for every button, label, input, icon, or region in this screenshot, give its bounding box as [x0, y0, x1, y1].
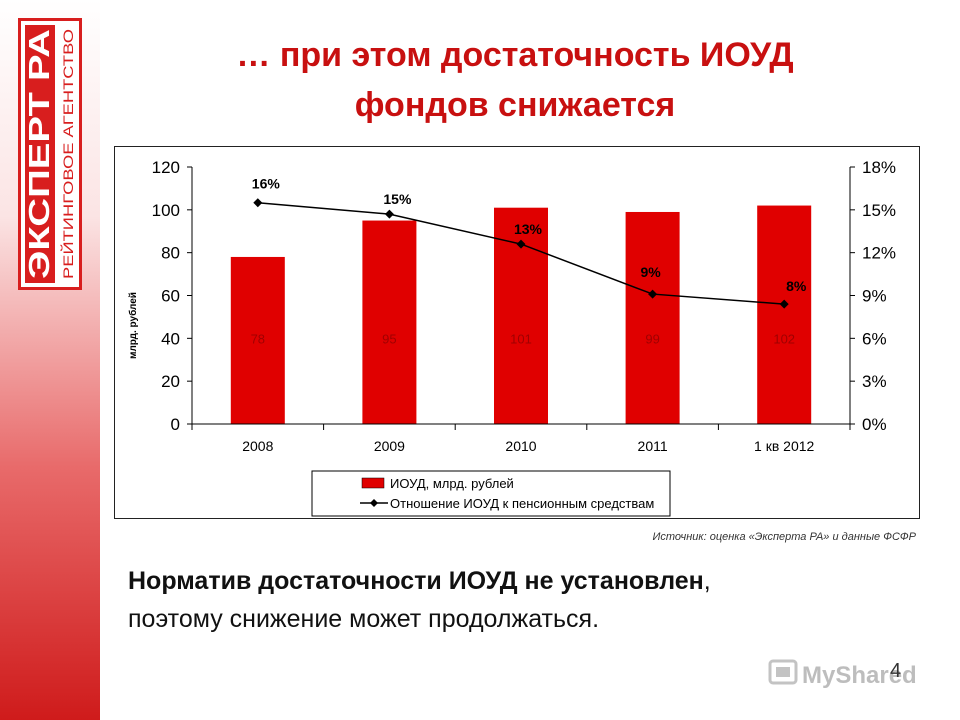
bar-4: [757, 205, 812, 424]
ratio-label-3: 9%: [640, 264, 661, 280]
bar-value-label-0: 78: [251, 331, 265, 346]
ratio-point-4: [779, 299, 789, 309]
y-tick-label-6: 120: [152, 158, 180, 177]
bar-value-label-2: 101: [510, 331, 532, 346]
bar-0: [230, 256, 285, 424]
y2-tick-label-5: 15%: [862, 201, 896, 220]
y-tick-label-1: 20: [161, 372, 180, 391]
expert-ra-logo: ЭКСПЕРТ РА РЕЙТИНГОВОЕ АГЕНТСТВО: [18, 18, 82, 290]
conclusion-bold: Норматив достаточности ИОУД не установле…: [128, 567, 704, 595]
ratio-point-3: [648, 289, 658, 299]
ratio-label-2: 13%: [514, 221, 543, 237]
conclusion-rest: поэтому снижение может продолжаться.: [128, 605, 600, 633]
legend-bar-swatch: [361, 477, 385, 489]
logo-sub-text: РЕЙТИНГОВОЕ АГЕНТСТВО: [59, 29, 76, 279]
logo-graphic: ЭКСПЕРТ РА РЕЙТИНГОВОЕ АГЕНТСТВО: [24, 25, 76, 283]
ratio-label-0: 16%: [252, 176, 281, 192]
bar-value-label-1: 95: [382, 331, 396, 346]
watermark-icon: [768, 659, 798, 685]
ratio-point-2: [516, 239, 526, 249]
page-number: 4: [890, 660, 902, 682]
title-line-2: фондов снижается: [354, 86, 676, 124]
legend-line-marker: [370, 499, 378, 507]
source-note: Источник: оценка «Эксперта РА» и данные …: [652, 531, 916, 543]
x-tick-label-4: 1 кв 2012: [754, 438, 814, 454]
y2-tick-label-4: 12%: [862, 244, 896, 263]
watermark: MyShared: [768, 659, 917, 689]
watermark-text: MyShared: [802, 662, 917, 689]
y2-tick-label-2: 6%: [862, 329, 887, 348]
x-tick-label-1: 2009: [374, 438, 405, 454]
y2-tick-label-1: 3%: [862, 372, 887, 391]
slide-title: … при этом достаточность ИОУД фондов сни…: [120, 30, 910, 130]
y-tick-label-3: 60: [161, 287, 180, 306]
conclusion-comma: ,: [703, 567, 711, 595]
x-tick-label-0: 2008: [242, 438, 273, 454]
ratio-point-1: [384, 209, 394, 219]
y-tick-label-4: 80: [161, 244, 180, 263]
ratio-label-4: 8%: [786, 278, 807, 294]
ratio-label-1: 15%: [383, 191, 412, 207]
y-axis-title: млрд. рублей: [127, 292, 139, 359]
logo-main-text: ЭКСПЕРТ РА: [24, 29, 56, 279]
bar-value-label-3: 99: [645, 331, 659, 346]
y-tick-label-5: 100: [152, 201, 180, 220]
conclusion-text: Норматив достаточности ИОУД не установле…: [128, 562, 908, 638]
x-tick-label-2: 2010: [505, 438, 536, 454]
legend-bar-label: ИОУД, млрд. рублей: [390, 476, 514, 491]
y-tick-label-0: 0: [171, 415, 180, 434]
bar-1: [362, 220, 417, 424]
y2-tick-label-3: 9%: [862, 287, 887, 306]
bar-3: [625, 211, 680, 424]
y-tick-label-2: 40: [161, 329, 180, 348]
title-line-1: … при этом достаточность ИОУД: [236, 36, 794, 74]
y2-tick-label-6: 18%: [862, 158, 896, 177]
logo-main-plate: [25, 25, 55, 283]
chart: 78 95 101 99 102 0 20 40 60 80 100 120 0% 3% 6% 9% 12% 15…: [127, 158, 896, 517]
x-tick-label-3: 2011: [638, 438, 668, 454]
bar-value-label-4: 102: [773, 331, 795, 346]
legend-line-label: Отношение ИОУД к пенсионным средствам: [390, 496, 654, 511]
y2-tick-label-0: 0%: [862, 415, 887, 434]
ratio-point-0: [253, 198, 263, 208]
